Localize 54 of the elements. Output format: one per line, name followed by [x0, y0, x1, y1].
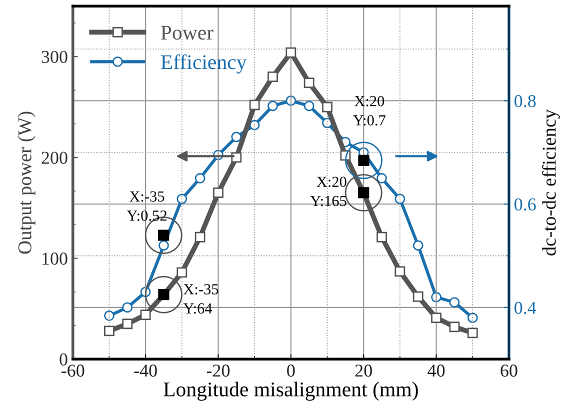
point — [431, 312, 442, 324]
point — [376, 173, 387, 184]
point — [158, 240, 169, 251]
point — [231, 152, 242, 163]
point — [122, 302, 133, 313]
x-axis-title: Longitude misalignment (mm) — [164, 382, 418, 401]
x-tick-label: -60 — [62, 364, 84, 377]
point — [467, 328, 478, 338]
point — [194, 232, 206, 242]
annotation: X:20 Y:165 — [310, 176, 346, 206]
y-tick-label: 0 — [60, 353, 68, 366]
point — [449, 297, 460, 308]
point — [249, 100, 260, 110]
y-tick-label: 200 — [42, 152, 68, 164]
point — [122, 318, 133, 330]
point — [394, 266, 406, 277]
point — [268, 100, 278, 112]
point — [467, 312, 478, 324]
point — [304, 100, 314, 112]
annotation: X:-35 Y:0.52 — [126, 191, 166, 221]
x-tick-label: -20 — [206, 364, 230, 377]
x-tick-label: 60 — [500, 364, 518, 377]
y2-tick-label: 0.8 — [514, 94, 536, 108]
point — [412, 291, 424, 302]
point — [176, 194, 188, 204]
point — [104, 310, 114, 321]
point — [412, 240, 424, 251]
x-tick-label: 40 — [428, 364, 445, 377]
point — [394, 194, 406, 204]
point — [104, 326, 114, 336]
point — [140, 310, 151, 320]
x-tick-label: 0 — [287, 364, 295, 377]
y-tick-label: 300 — [42, 50, 68, 64]
annotation: X:20 Y:0.7 — [353, 96, 386, 126]
point — [449, 322, 460, 332]
point — [268, 72, 278, 82]
y2-tick-label: 0.6 — [514, 198, 536, 211]
point — [304, 78, 314, 88]
x-tick-label: -40 — [134, 364, 157, 377]
point — [322, 102, 332, 112]
x-tick-label: 20 — [355, 364, 372, 377]
point — [194, 173, 206, 184]
annotation: X:-35 Y:64 — [183, 284, 218, 314]
y-tick-label: 100 — [42, 252, 68, 265]
point — [176, 267, 188, 278]
y-axis-title: Output power (W) — [18, 112, 36, 254]
point — [286, 47, 296, 58]
legend-label: Efficiency — [160, 54, 247, 74]
point — [213, 188, 224, 198]
point — [376, 232, 387, 242]
point — [231, 132, 242, 142]
y2-tick-label: 0.4 — [514, 302, 536, 314]
y2-axis-title: dc-to-dc efficiency — [542, 109, 560, 256]
legend-label: Power — [160, 26, 214, 40]
